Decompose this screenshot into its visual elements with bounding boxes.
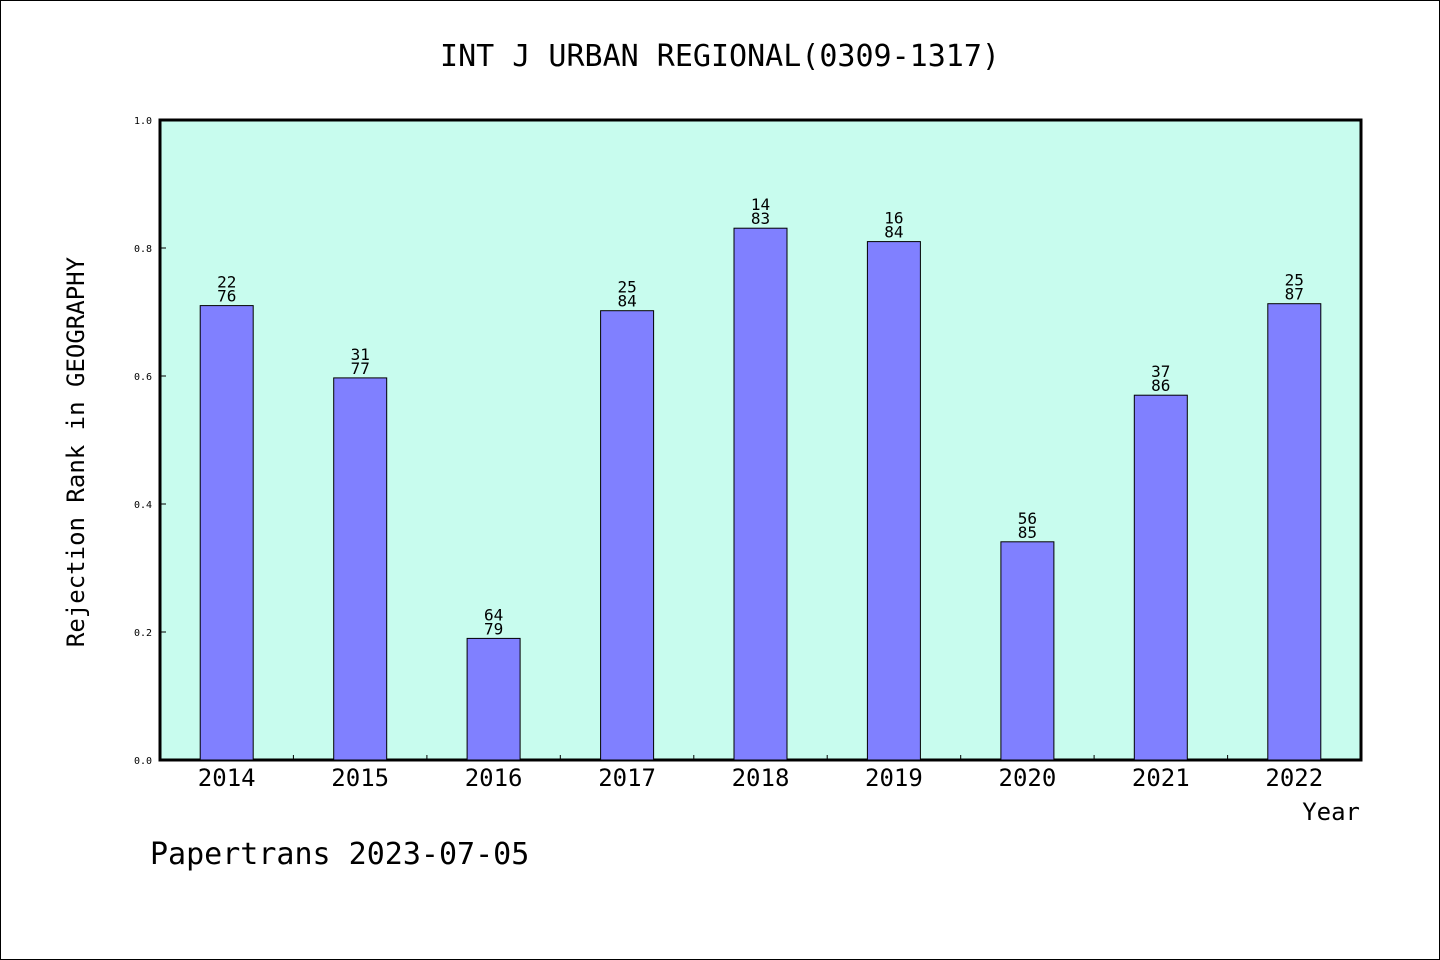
bar-2014 [199, 305, 254, 761]
bar-label-top-2021: 37 [1151, 362, 1170, 381]
x-tick-label-2016: 2016 [465, 764, 523, 792]
x-axis-label: Year [1302, 798, 1360, 826]
y-axis-label: Rejection Rank in GEOGRAPHY [62, 256, 90, 647]
bar-label-top-2019: 16 [884, 209, 903, 228]
x-tick-label-2021: 2021 [1132, 764, 1190, 792]
bar-2017 [600, 310, 655, 761]
bar-2019 [866, 241, 921, 761]
bar-label-bottom-2021: 86 [1151, 376, 1170, 395]
y-tick-label-0.4: 0.4 [134, 500, 152, 511]
bar-label-top-2017: 25 [617, 278, 636, 297]
y-tick-label-1.0: 1.0 [134, 116, 152, 127]
bar-label-bottom-2015: 77 [351, 359, 370, 378]
y-tick-label-0.8: 0.8 [134, 244, 152, 255]
x-tick-label-2017: 2017 [598, 764, 656, 792]
bar-label-top-2015: 31 [351, 345, 370, 364]
watermark-text: Papertrans 2023-07-05 [150, 837, 529, 872]
bar-2021 [1133, 394, 1188, 761]
y-axis: 0.0 0.2 0.4 0.6 0.8 1.0 [134, 116, 166, 767]
bar-2020 [1000, 541, 1055, 761]
bar-2015 [333, 377, 388, 761]
y-tick-label-0.6: 0.6 [134, 372, 152, 383]
x-tick-label-2022: 2022 [1265, 764, 1323, 792]
bar-label-bottom-2019: 84 [884, 223, 903, 242]
bar-label-top-2014: 22 [217, 273, 236, 292]
bar-2022 [1267, 303, 1322, 761]
bar-label-top-2018: 14 [751, 195, 770, 214]
bars-group [199, 227, 1322, 761]
bar-label-bottom-2014: 76 [217, 287, 236, 306]
bar-label-bottom-2022: 87 [1285, 285, 1304, 304]
x-tick-label-2018: 2018 [732, 764, 790, 792]
x-axis: 2014 2015 2016 2017 2018 2019 2020 2021 2022 [198, 755, 1323, 792]
x-tick-label-2014: 2014 [198, 764, 256, 792]
bar-2018 [733, 227, 788, 761]
chart-title: INT J URBAN REGIONAL(0309-1317) [440, 39, 1000, 74]
bar-label-bottom-2020: 85 [1018, 523, 1037, 542]
y-tick-label-0.2: 0.2 [134, 628, 152, 639]
y-tick-label-0.0: 0.0 [134, 756, 152, 767]
x-tick-label-2020: 2020 [999, 764, 1057, 792]
x-tick-label-2015: 2015 [331, 764, 389, 792]
x-tick-label-2019: 2019 [865, 764, 923, 792]
bar-label-top-2016: 64 [484, 605, 503, 624]
bar-2016 [466, 637, 521, 761]
bar-label-bottom-2016: 79 [484, 619, 503, 638]
bar-label-bottom-2018: 83 [751, 209, 770, 228]
bar-label-top-2022: 25 [1285, 271, 1304, 290]
bar-label-bottom-2017: 84 [617, 292, 636, 311]
bar-label-top-2020: 56 [1018, 509, 1037, 528]
